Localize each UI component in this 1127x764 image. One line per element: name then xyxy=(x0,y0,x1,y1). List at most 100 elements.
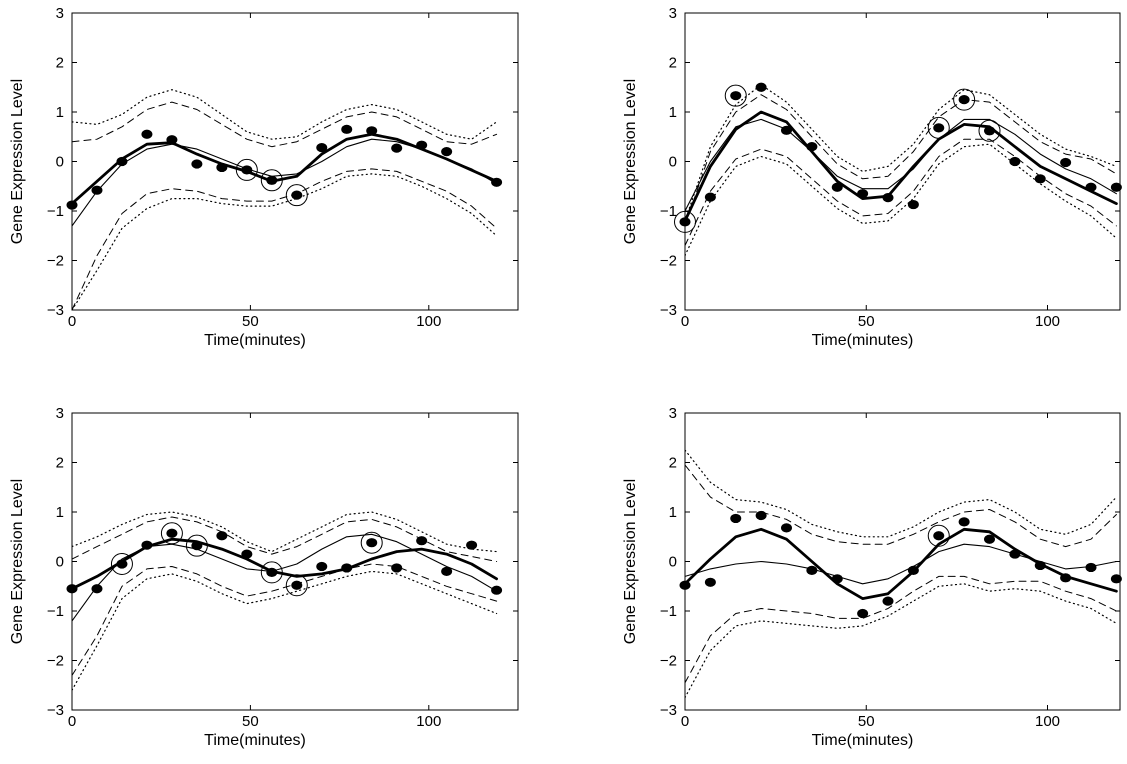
data-point xyxy=(216,531,228,541)
data-point xyxy=(141,540,153,550)
series-line-dotted-6 xyxy=(72,570,498,691)
data-point xyxy=(91,185,103,195)
x-axis-label: Time(minutes) xyxy=(204,332,306,349)
series-line-bold-1 xyxy=(685,110,1118,223)
x-tick-label: 0 xyxy=(68,713,76,730)
y-tick-label: 2 xyxy=(56,455,64,472)
series-line-dotted-6 xyxy=(685,583,1118,699)
data-point xyxy=(291,580,303,590)
data-points xyxy=(66,522,503,597)
data-point xyxy=(781,125,792,135)
plot-area xyxy=(72,511,499,691)
data-point xyxy=(704,577,716,587)
data-point xyxy=(1034,174,1046,184)
y-axis-label: Gene Expression Level xyxy=(622,79,639,244)
data-point xyxy=(341,124,353,134)
series-line-dashed-3 xyxy=(72,516,498,562)
data-point xyxy=(266,175,278,185)
data-point xyxy=(755,510,767,521)
outlier-circle xyxy=(927,116,950,139)
y-tick-label: −3 xyxy=(660,702,677,719)
x-tick-label: 100 xyxy=(416,713,441,730)
chart-panel-2: −3 −2 −1 0 1 2 3 0 50 100 Time(minutes) Gene Expres… xyxy=(622,5,1122,349)
data-point xyxy=(216,162,228,173)
outlier-circle xyxy=(674,210,696,233)
data-point xyxy=(730,91,742,101)
y-tick-label: −3 xyxy=(660,302,677,319)
series-line-dashed-4 xyxy=(685,138,1117,247)
data-point xyxy=(1060,573,1072,583)
data-point xyxy=(66,584,78,594)
x-tick-label: 50 xyxy=(858,713,875,730)
outlier-circle xyxy=(160,522,183,545)
series-line-dotted-6 xyxy=(685,143,1118,257)
data-point xyxy=(291,190,303,200)
y-tick-label: 0 xyxy=(56,554,64,571)
data-point xyxy=(1009,156,1021,167)
x-tick-label: 0 xyxy=(68,313,76,330)
series-line-dashed-4 xyxy=(72,563,498,676)
y-tick-label: −2 xyxy=(47,653,64,670)
plot-area xyxy=(72,89,499,310)
data-point xyxy=(241,165,253,175)
data-point xyxy=(882,596,894,606)
series-line-dashed-4 xyxy=(685,575,1117,684)
data-point xyxy=(933,531,945,541)
series-line-thin-2 xyxy=(72,138,498,227)
y-tick-label: −1 xyxy=(660,203,677,220)
data-point xyxy=(391,143,403,153)
outlier-circle xyxy=(978,119,1001,142)
series-line-thin-2 xyxy=(685,118,1117,212)
data-point xyxy=(66,200,78,210)
data-point xyxy=(416,536,428,546)
series-line-bold-1 xyxy=(72,132,499,206)
y-tick-label: −3 xyxy=(47,702,64,719)
data-point xyxy=(441,566,453,577)
data-point xyxy=(1085,562,1097,573)
data-point xyxy=(191,541,203,551)
data-point xyxy=(116,559,128,569)
outlier-circle xyxy=(110,552,133,575)
plot-area xyxy=(685,84,1118,257)
series-line-dashed-3 xyxy=(685,464,1117,548)
data-point xyxy=(491,177,503,187)
x-tick-label: 100 xyxy=(1035,713,1060,730)
data-point xyxy=(806,565,818,576)
y-tick-label: 2 xyxy=(669,55,677,72)
data-point xyxy=(730,513,742,524)
data-point xyxy=(831,182,843,192)
outlier-circle xyxy=(285,574,308,597)
plot-area xyxy=(685,449,1118,699)
y-tick-label: 3 xyxy=(56,5,64,22)
data-point xyxy=(391,563,403,573)
plot-frame xyxy=(71,412,519,711)
outlier-circle xyxy=(953,88,976,111)
y-tick-label: 1 xyxy=(669,504,677,521)
data-point xyxy=(958,517,970,527)
data-point xyxy=(781,523,792,533)
x-tick-label: 50 xyxy=(242,713,259,730)
data-point xyxy=(191,159,203,169)
x-tick-label: 50 xyxy=(242,313,259,330)
y-tick-label: 1 xyxy=(56,104,64,121)
data-point xyxy=(316,143,328,153)
x-tick-label: 50 xyxy=(858,313,875,330)
y-tick-label: −1 xyxy=(47,603,64,620)
y-tick-label: 3 xyxy=(669,5,677,22)
y-tick-label: −2 xyxy=(660,653,677,670)
data-point xyxy=(755,82,767,92)
data-point xyxy=(116,156,128,167)
data-point xyxy=(984,126,995,136)
data-point xyxy=(266,567,278,577)
series-line-dotted-5 xyxy=(72,89,498,140)
y-tick-label: −1 xyxy=(47,203,64,220)
data-point xyxy=(679,580,691,590)
y-tick-label: −1 xyxy=(660,603,677,620)
y-tick-label: 0 xyxy=(669,154,677,171)
outlier-circle xyxy=(260,169,283,192)
outlier-circle xyxy=(360,531,383,554)
data-point xyxy=(466,540,478,550)
outlier-circle xyxy=(927,524,950,547)
data-point xyxy=(1110,182,1122,192)
